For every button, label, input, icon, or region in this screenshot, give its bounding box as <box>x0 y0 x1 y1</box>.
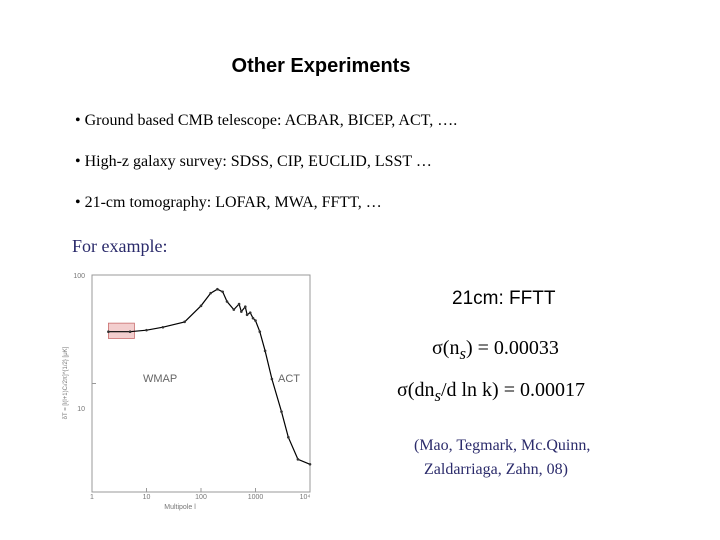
citation-line-2: Zaldarriaga, Zahn, 08) <box>424 461 568 478</box>
y-axis-label: δT = [l(l+1)Cₗ/2π]^{1/2} [μK] <box>63 346 69 419</box>
data-point <box>280 410 283 413</box>
y-tick-top: 100 <box>73 273 85 280</box>
x-tick-label: 10 <box>143 494 151 501</box>
ns-uncertainty-equation: σ(ns) = 0.00033 <box>432 337 559 364</box>
data-point <box>209 291 212 295</box>
eq2-lhs: σ(dn <box>397 379 435 401</box>
data-point <box>270 377 274 381</box>
x-tick-label: 1 <box>90 494 94 501</box>
bullet-galaxy: • High-z galaxy survey: SDSS, CIP, EUCLI… <box>75 153 432 170</box>
data-point <box>145 328 148 332</box>
data-point <box>296 458 300 461</box>
data-point <box>107 330 110 334</box>
x-tick-label: 1000 <box>248 494 264 501</box>
data-point <box>308 463 312 466</box>
bullet-21cm: • 21-cm tomography: LOFAR, MWA, FFTT, … <box>75 194 382 211</box>
data-point <box>244 305 247 309</box>
eq1-sub: s <box>459 344 466 363</box>
citation: (Mao, Tegmark, Mc.Quinn, Zaldarriaga, Za… <box>414 434 590 482</box>
data-point <box>183 320 186 324</box>
eq1-rhs: ) = 0.00033 <box>465 337 559 359</box>
eq1-lhs: σ(n <box>432 337 460 359</box>
citation-line-1: (Mao, Tegmark, Mc.Quinn, <box>414 437 591 454</box>
data-point <box>254 319 257 322</box>
x-tick-label: 10⁴ <box>300 494 311 501</box>
example-label: For example: <box>72 236 168 256</box>
cmb-power-spectrum-figure: WMAP ACT 100 10 1 10 100 1000 10⁴ Multip… <box>63 273 312 511</box>
data-point <box>216 287 219 291</box>
wmap-label: WMAP <box>143 373 177 385</box>
fftt-heading: 21cm: FFTT <box>452 288 556 309</box>
slide-title: Other Experiments <box>231 55 411 77</box>
data-point <box>221 290 224 294</box>
data-point <box>258 330 262 334</box>
eq2-sub: s <box>434 386 441 405</box>
data-point <box>161 325 165 329</box>
data-point <box>199 304 203 308</box>
x-tick-label: 100 <box>195 494 207 501</box>
act-label: ACT <box>278 373 300 385</box>
running-uncertainty-equation: σ(dns/d ln k) = 0.00017 <box>397 379 585 406</box>
data-point <box>128 330 132 334</box>
data-point <box>245 313 249 317</box>
data-point <box>248 311 252 314</box>
eq2-mid: /d ln k) = 0.00017 <box>440 379 585 401</box>
y-tick-mid: 10 <box>77 406 85 413</box>
data-point <box>232 308 236 311</box>
data-point <box>287 435 290 439</box>
bullet-cmb: • Ground based CMB telescope: ACBAR, BIC… <box>75 112 458 129</box>
data-point <box>263 349 267 353</box>
data-point <box>237 302 241 306</box>
data-point <box>251 316 255 320</box>
x-axis-label: Multipole l <box>164 504 196 511</box>
data-point <box>240 310 243 313</box>
data-point <box>225 300 229 303</box>
